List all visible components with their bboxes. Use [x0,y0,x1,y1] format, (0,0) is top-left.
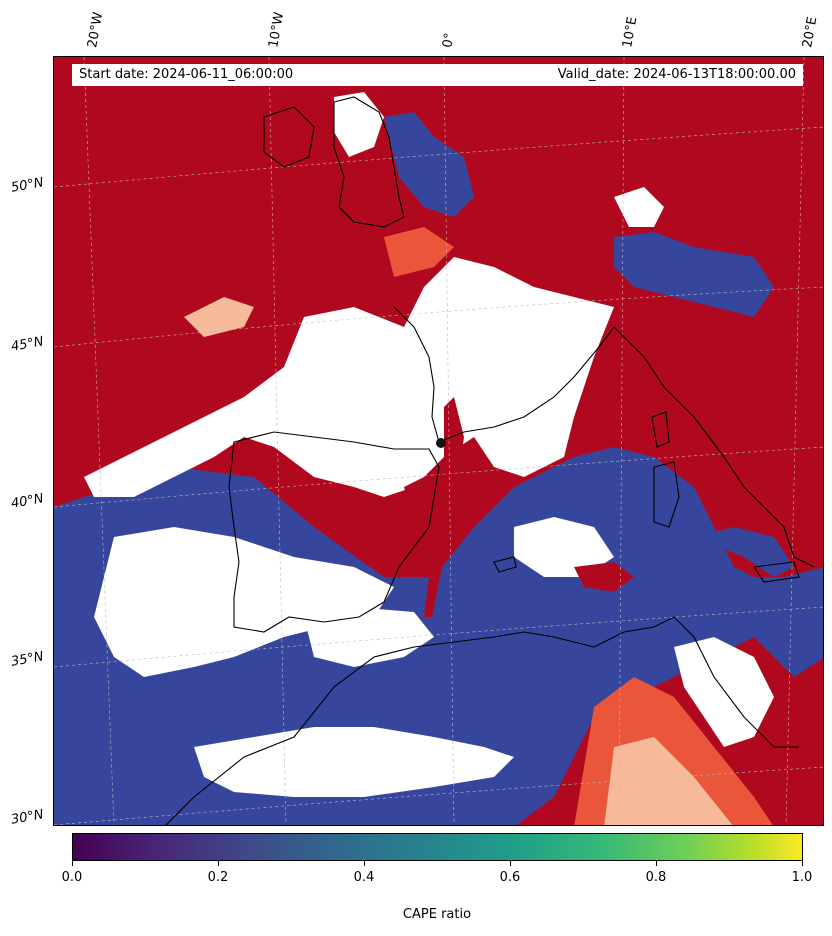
lon-label-0: 0° [440,31,458,49]
graticule-lon-0 [443,57,455,825]
high-streak-east [404,477,434,527]
coastline-france [393,306,615,443]
graticule-lat-40 [54,446,823,508]
colorbar-tick-1 [218,861,219,866]
header-box [72,64,803,86]
colorbar-label-5: 1.0 [791,870,813,885]
colorbar [72,833,803,861]
graticule-lat-50 [54,126,823,188]
masked-region-iberia-south [94,527,394,677]
graticule [54,57,823,825]
coastlines [165,96,815,825]
coastline-italy [613,326,815,568]
coastline-north-africa [165,616,799,825]
graticule-lon-10e [618,57,625,825]
high-blob-sardinia [574,562,634,592]
masked-region-iberia-france [84,257,614,497]
lon-label-20w: 20°W [85,11,107,50]
graticule-lat-35 [54,606,823,668]
colorbar-label-1: 0.2 [207,870,229,885]
coastline-ireland [263,106,315,168]
coastline-uk [333,96,405,228]
high-streak-spain [424,397,464,617]
lon-label-10w: 10°W [266,11,288,50]
masked-region-libya [674,637,774,747]
colorbar-label-4: 0.8 [645,870,667,885]
coastline-corsica [651,411,670,448]
graticule-lon-20e [785,57,805,825]
colorbar-tick-2 [364,861,365,866]
colorbar-label-0: 0.0 [61,870,83,885]
coastline-sardinia [653,461,680,528]
lat-label-30n: 30°N [9,807,45,828]
masked-region-germany [614,187,664,227]
colorbar-tick-4 [656,861,657,866]
lat-label-40n: 40°N [9,491,45,512]
graticule-lon-10w [268,57,287,825]
colorbar-title: CAPE ratio [402,907,472,922]
low-region-north [614,232,774,317]
cape-ratio-map [54,57,823,825]
colorbar-tick-3 [510,861,511,866]
low-region-east [694,527,794,577]
lat-label-50n: 50°N [9,175,45,196]
warm-blob-atlantic [184,297,254,337]
map-frame [53,56,824,826]
location-marker [436,438,446,448]
lat-label-35n: 35°N [9,649,45,670]
low-region-uk [384,112,474,217]
lon-label-20e: 20°E [800,15,821,49]
colorbar-tick-5 [802,861,803,866]
graticule-lat-45 [54,286,823,348]
masked-region-balearic [514,517,614,577]
graticule-lat-30 [54,766,823,825]
valid-date-label: Valid_date: 2024-06-13T18:00:00.00 [557,67,796,82]
coastline-balearic [493,556,517,573]
warm-edge-lowlands [384,227,454,277]
warm-light-south [604,737,733,825]
coastline-sicily [753,561,800,583]
colorbar-tick-0 [72,861,73,866]
lat-label-45n: 45°N [9,334,45,355]
low-region-atlantic-west [54,647,114,825]
masked-region-uk-north [334,92,384,157]
graticule-lon-20w [83,57,115,825]
colorbar-label-3: 0.6 [499,870,521,885]
lon-label-10e: 10°E [620,15,641,49]
start-date-label: Start date: 2024-06-11_06:00:00 [79,67,294,82]
colorbar-label-2: 0.4 [353,870,375,885]
masked-region-algeria [304,607,434,667]
coastline-iberia [228,431,440,633]
